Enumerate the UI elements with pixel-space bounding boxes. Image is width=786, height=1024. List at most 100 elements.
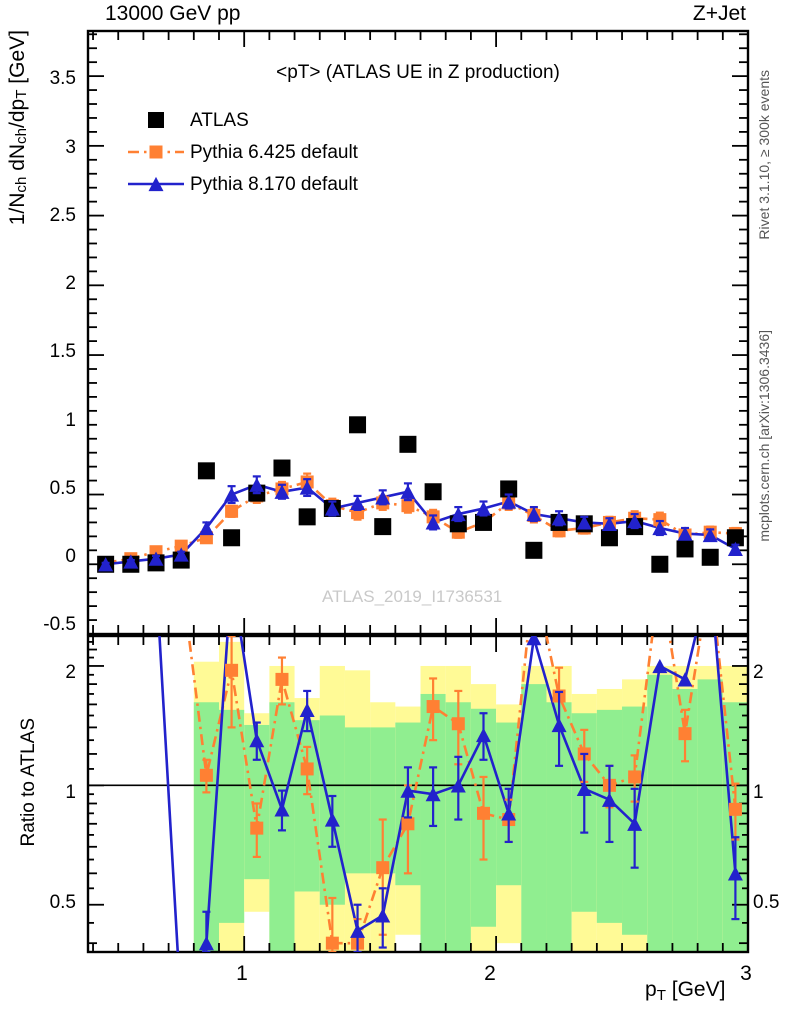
xaxis-title-text: pT [GeV] [645, 978, 726, 1005]
pythia8-marker [123, 554, 139, 569]
pythia8-marker [324, 501, 340, 516]
legend-marker-atlas [148, 112, 164, 128]
main-panel-data [97, 416, 744, 573]
pythia8-marker [702, 527, 718, 543]
pythia6-marker [149, 545, 163, 559]
xtick-label-3: 3 [740, 962, 752, 985]
ratio-pythia6-marker [426, 700, 440, 714]
pythia6-marker [275, 482, 289, 496]
atlas-marker [550, 513, 568, 531]
ratio-band-outer [571, 693, 597, 952]
pythia8-marker [627, 513, 643, 529]
ratio-ytick-label-2-right: 2 [753, 662, 764, 683]
ratio-pythia6-marker [351, 936, 365, 950]
atlas-marker [525, 541, 543, 559]
legend-marker-pythia8 [148, 176, 164, 192]
ratio-band-inner [269, 702, 295, 952]
ratio-band-outer [445, 665, 471, 952]
pythia8-marker [198, 520, 214, 536]
atlas-marker [323, 499, 341, 517]
pythia6-marker [678, 528, 692, 542]
ratio-pythia8-marker [324, 812, 340, 827]
header-process-label: Z+Jet [692, 2, 746, 25]
atlas-marker [676, 540, 694, 558]
pythia6-marker [300, 475, 314, 489]
xtick-label-1: 1 [236, 962, 248, 985]
pythia8-marker [425, 515, 441, 530]
ytick-label-0p5: 0.5 [49, 478, 76, 499]
ratio-band-outer [722, 665, 748, 952]
ratio-pythia8-marker [501, 806, 517, 821]
ratio-series-group [158, 636, 743, 952]
pythia6-marker [99, 556, 113, 570]
ratio-band-outer [596, 688, 623, 952]
ratio-pythia6-marker [628, 770, 642, 784]
pythia6-marker [628, 511, 642, 525]
pythia6-marker [653, 513, 667, 527]
ratio-pythia8-marker [400, 783, 416, 798]
ratio-pythia6-marker [275, 672, 289, 686]
atlas-marker [474, 513, 492, 531]
ratio-band-inner [445, 702, 471, 952]
ratio-ytick-label-1-right: 1 [753, 782, 764, 803]
ratio-band-outer [420, 665, 446, 952]
pythia6-marker [502, 496, 516, 510]
ratio-band-inner [647, 674, 673, 952]
atlas-marker [701, 548, 719, 566]
ratio-pythia6-marker [300, 762, 314, 776]
pythia8-marker [224, 487, 240, 502]
atlas-marker [575, 515, 593, 533]
ratio-pythia6-marker [502, 813, 516, 827]
atlas-marker [248, 484, 266, 502]
atlas-marker [424, 483, 442, 501]
pythia8-marker [274, 484, 290, 499]
pythia6-marker [527, 508, 541, 522]
ratio-band-inner [622, 706, 648, 935]
ratio-pythia6-marker [728, 802, 742, 816]
pythia6-marker [703, 525, 717, 539]
pythia8-marker [727, 541, 743, 557]
ratio-band-outer [546, 665, 572, 952]
pythia6-marker [376, 496, 390, 510]
ratio-pythia8-marker [375, 908, 391, 923]
pythia6-marker [225, 504, 239, 518]
ratio-band-inner [319, 715, 345, 905]
ratio-pythia6-marker [225, 663, 239, 677]
pythia8-marker [375, 490, 391, 505]
atlas-marker [399, 435, 417, 453]
legend-marker-pythia6 [149, 145, 163, 159]
ratio-pythia8-marker [576, 781, 592, 796]
pythia8-marker [299, 480, 315, 495]
ratio-uncertainty-bands [193, 641, 748, 952]
ratio-band-inner [672, 688, 698, 952]
ratio-pythia8-marker [652, 658, 668, 674]
ratio-band-inner [420, 693, 446, 952]
pythia6-marker [174, 539, 188, 553]
ratio-pythia6-marker [552, 689, 566, 703]
pythia6-marker [250, 489, 264, 503]
ratio-band-inner [244, 724, 270, 880]
ratio-ytick-label-1-left: 1 [65, 782, 76, 803]
atlas-marker [298, 508, 316, 526]
ratio-pythia8-marker [601, 792, 617, 807]
pythia8-marker [576, 515, 592, 530]
ytick-label-3p5: 3.5 [49, 68, 76, 89]
legend-label-pythia6: Pythia 6.425 default [190, 142, 358, 163]
yaxis-title-text: 1/Nch dNch/dpT [GeV] [6, 30, 31, 226]
main-panel-title: <pT> (ATLAS UE in Z production) [276, 62, 560, 83]
pythia6-marker [728, 527, 742, 541]
pythia6-marker [426, 510, 440, 524]
atlas-marker [122, 555, 140, 573]
pythia6-marker [199, 531, 213, 545]
ratio-pythia6-marker [199, 768, 213, 782]
ratio-pythia6-marker [376, 861, 390, 875]
atlas-marker [197, 462, 215, 480]
legend-markers [128, 112, 184, 192]
atlas-marker [651, 555, 669, 573]
pythia8-marker [249, 477, 265, 492]
ratio-band-inner [294, 720, 320, 892]
pythia6-marker [552, 524, 566, 538]
ratio-band-outer [193, 661, 219, 952]
ratio-pythia8-marker [425, 787, 441, 802]
